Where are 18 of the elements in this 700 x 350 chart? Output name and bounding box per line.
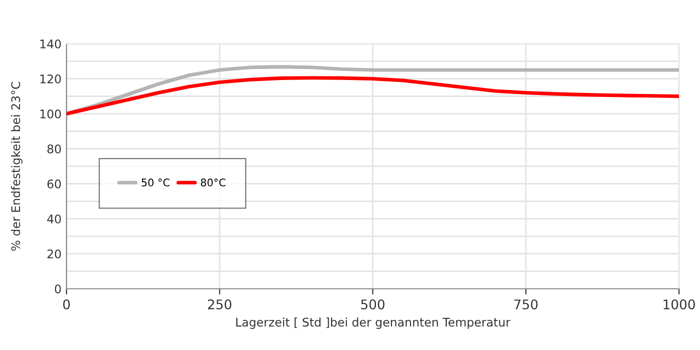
y-tick-label: 140 (40, 39, 61, 48)
x-axis-title: Lagerzeit [ Std ]bei der genannten Temperatur (236, 317, 510, 329)
x-tick-label: 1000 (664, 299, 695, 310)
x-tick-label: 250 (208, 299, 232, 310)
y-tick-label: 0 (54, 284, 61, 294)
x-tick-label: 500 (361, 299, 384, 310)
legend-label: 50 °C (142, 178, 170, 186)
y-tick-label: 20 (47, 249, 61, 258)
legend-label: 80°C (200, 178, 226, 186)
y-tick-label: 60 (47, 179, 61, 188)
line-series (66, 76, 679, 116)
y-tick-label: 120 (40, 74, 61, 84)
y-axis-title: % der Endfestigkeit bei 23°C (11, 82, 22, 251)
y-tick-label: 80 (47, 144, 61, 154)
x-tick-label: 750 (514, 299, 538, 310)
y-tick-label: 100 (40, 109, 61, 118)
x-tick-label: 0 (63, 299, 70, 310)
y-tick-label: 40 (47, 214, 61, 224)
